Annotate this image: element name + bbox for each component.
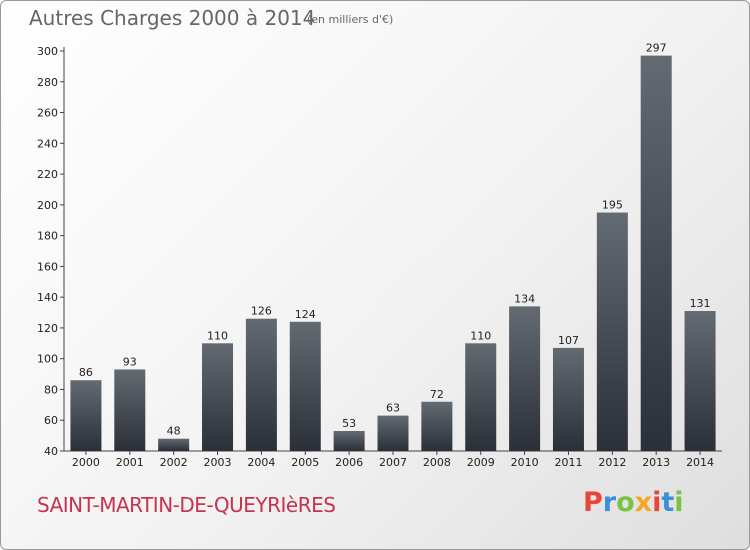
bar-value-label: 53 xyxy=(342,417,356,430)
bar-value-label: 297 xyxy=(646,42,667,55)
chart-title: Autres Charges 2000 à 2014 xyxy=(29,6,316,30)
x-tick-label: 2010 xyxy=(511,456,539,469)
bar xyxy=(596,212,628,451)
bar-value-label: 110 xyxy=(470,329,491,342)
logo-letter: i xyxy=(674,487,684,518)
x-tick-label: 2012 xyxy=(598,456,626,469)
bar xyxy=(640,55,672,451)
x-tick-label: 2007 xyxy=(379,456,407,469)
chart-subtitle: (en milliers d'€) xyxy=(307,13,394,26)
y-tick-label: 240 xyxy=(37,137,58,150)
commune-name: SAINT-MARTIN-DE-QUEYRIèRES xyxy=(37,493,336,517)
bar-value-label: 124 xyxy=(295,308,316,321)
bar-value-label: 134 xyxy=(514,292,535,305)
y-tick-label: 300 xyxy=(37,45,58,58)
y-tick-label: 280 xyxy=(37,76,58,89)
x-tick-label: 2005 xyxy=(291,456,319,469)
y-tick-label: 160 xyxy=(37,260,58,273)
bar-value-label: 110 xyxy=(207,329,228,342)
y-tick-label: 200 xyxy=(37,199,58,212)
bar xyxy=(114,369,146,451)
bar xyxy=(684,311,716,451)
y-tick-label: 100 xyxy=(37,353,58,366)
x-tick-label: 2014 xyxy=(686,456,714,469)
logo-letter: x xyxy=(634,487,653,518)
x-axis-ticks: 2000 2001 2002 2003 2004 2005 2006 2007 2008 2009… xyxy=(72,451,714,469)
bar-value-label: 107 xyxy=(558,334,579,347)
bar-value-label: 63 xyxy=(386,402,400,415)
bar-value-label: 72 xyxy=(430,388,444,401)
y-tick-label: 260 xyxy=(37,107,58,120)
x-tick-label: 2009 xyxy=(467,456,495,469)
logo-letter: o xyxy=(616,487,635,518)
y-axis-ticks: 40 60 80 100 120 140 160 180 200 220 240 260 280 300 xyxy=(37,45,64,458)
bar xyxy=(158,438,190,451)
y-tick-label: 80 xyxy=(44,383,58,396)
bar-value-label: 131 xyxy=(690,297,711,310)
x-tick-label: 2011 xyxy=(554,456,582,469)
logo-letter: t xyxy=(661,487,675,518)
bar xyxy=(202,343,234,451)
x-tick-label: 2003 xyxy=(204,456,232,469)
y-tick-label: 40 xyxy=(44,445,58,458)
bar xyxy=(421,401,453,451)
x-tick-label: 2002 xyxy=(160,456,188,469)
bar-value-label: 126 xyxy=(251,305,272,318)
bar xyxy=(552,347,584,451)
bar xyxy=(465,343,497,451)
bar xyxy=(245,318,277,451)
y-tick-label: 140 xyxy=(37,291,58,304)
bar xyxy=(289,321,321,451)
bar xyxy=(70,380,102,451)
bar-value-label: 93 xyxy=(123,355,137,368)
bar xyxy=(333,431,365,451)
bar xyxy=(509,306,541,451)
x-tick-label: 2004 xyxy=(247,456,275,469)
logo-letter: P xyxy=(583,487,603,518)
y-tick-label: 120 xyxy=(37,322,58,335)
bar-value-label: 195 xyxy=(602,199,623,212)
x-tick-label: 2000 xyxy=(72,456,100,469)
logo-letter: r xyxy=(602,487,617,518)
y-tick-label: 220 xyxy=(37,168,58,181)
logo-letter: i xyxy=(652,487,662,518)
bar-value-label: 86 xyxy=(79,366,93,379)
bar xyxy=(377,415,409,451)
y-tick-label: 180 xyxy=(37,230,58,243)
bar-value-label: 48 xyxy=(167,425,181,438)
y-tick-label: 60 xyxy=(44,414,58,427)
proxiti-logo[interactable]: Proxiti xyxy=(583,487,684,518)
x-tick-label: 2001 xyxy=(116,456,144,469)
bar-series: 86 93 48 110 126 124 53 63 72 110 134 107 195 297 131 xyxy=(70,42,716,451)
x-tick-label: 2006 xyxy=(335,456,363,469)
x-tick-label: 2008 xyxy=(423,456,451,469)
x-tick-label: 2013 xyxy=(642,456,670,469)
